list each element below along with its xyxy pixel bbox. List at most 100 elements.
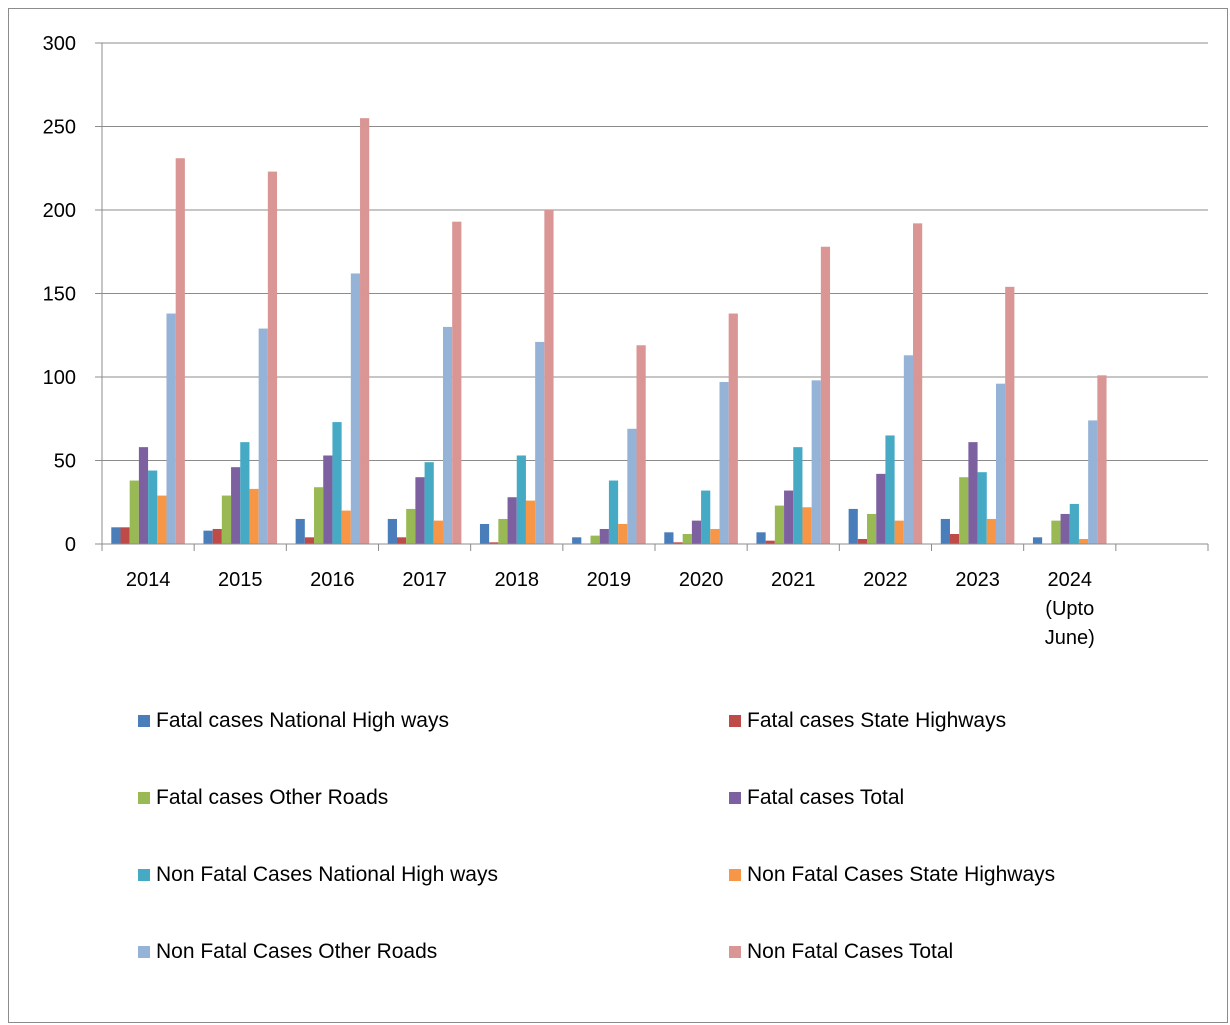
- bar: [774, 505, 785, 544]
- bar: [507, 497, 517, 544]
- x-tick-label: 2014: [126, 569, 171, 591]
- bar: [323, 455, 333, 544]
- bar: [406, 508, 416, 544]
- bar: [479, 523, 490, 544]
- y-tick-label: 150: [43, 284, 76, 306]
- bar: [535, 341, 545, 544]
- bar: [498, 518, 508, 544]
- bar: [857, 538, 868, 544]
- bar: [212, 528, 222, 544]
- bar: [820, 246, 831, 545]
- bar: [784, 490, 794, 544]
- bar: [968, 442, 978, 544]
- y-tick-label: 0: [65, 534, 76, 556]
- bar: [525, 500, 536, 544]
- bar: [175, 158, 185, 545]
- x-tick-label: 2024: [1048, 569, 1093, 591]
- x-tick-label: (Upto: [1045, 598, 1094, 620]
- bar: [452, 221, 462, 544]
- bar: [258, 328, 268, 544]
- bar: [756, 532, 766, 544]
- bar: [682, 533, 692, 544]
- bar: [396, 537, 407, 544]
- bar: [885, 435, 895, 544]
- bar: [719, 382, 729, 544]
- bar: [1069, 503, 1079, 544]
- x-tick-label: June): [1045, 627, 1095, 649]
- bar: [728, 313, 738, 544]
- bar: [424, 462, 434, 544]
- bar: [157, 495, 167, 544]
- x-tick-label: 2023: [955, 569, 1000, 591]
- bar: [314, 487, 324, 544]
- bar: [986, 518, 996, 544]
- bar: [572, 537, 582, 544]
- bar: [111, 527, 121, 544]
- bar: [913, 223, 923, 545]
- bar: [120, 527, 130, 544]
- bar: [166, 313, 176, 544]
- bar: [148, 470, 158, 544]
- bar: [664, 532, 674, 544]
- bar: [415, 477, 425, 544]
- y-tick-label: 250: [43, 117, 76, 139]
- x-tick-label: 2022: [863, 569, 908, 591]
- bar: [618, 523, 628, 544]
- bar: [1060, 513, 1070, 544]
- y-tick-label: 300: [43, 33, 76, 55]
- bar: [129, 480, 139, 544]
- bar: [516, 455, 526, 544]
- bar: [627, 428, 637, 544]
- bar: [332, 422, 342, 544]
- bar: [240, 442, 250, 544]
- bar: [590, 535, 600, 544]
- bar: [793, 447, 803, 544]
- bar: [138, 447, 149, 544]
- y-tick-label: 50: [54, 451, 76, 473]
- bar: [710, 528, 720, 544]
- bar: [848, 508, 858, 544]
- bar: [608, 480, 619, 544]
- bar: [1097, 375, 1107, 544]
- bar: [977, 472, 987, 544]
- bar: [599, 528, 609, 544]
- x-tick-label: 2016: [310, 569, 355, 591]
- bar: [802, 507, 812, 544]
- x-tick-label: 2021: [771, 569, 816, 591]
- bar: [221, 495, 232, 544]
- bar: [304, 537, 315, 544]
- bar: [765, 540, 775, 544]
- bar: [903, 355, 914, 544]
- x-tick-label: 2020: [679, 569, 724, 591]
- x-tick-label: 2018: [495, 569, 540, 591]
- bar: [341, 510, 351, 544]
- bar: [267, 171, 278, 544]
- x-tick-label: 2015: [218, 569, 263, 591]
- bar: [673, 542, 683, 544]
- y-tick-label: 100: [43, 367, 76, 389]
- bar: [876, 473, 886, 544]
- bar: [1078, 538, 1089, 544]
- bar: [701, 490, 711, 544]
- x-tick-label: 2019: [587, 569, 632, 591]
- x-tick-label: 2017: [402, 569, 447, 591]
- bar: [544, 210, 554, 544]
- bar: [867, 513, 877, 544]
- bar: [811, 380, 821, 544]
- bar: [691, 520, 702, 544]
- bar: [940, 518, 950, 544]
- bar: [433, 520, 443, 544]
- bar: [636, 345, 646, 544]
- bar: [249, 488, 259, 544]
- y-tick-label: 200: [43, 200, 76, 222]
- bar: [387, 518, 397, 544]
- chart-frame: [8, 8, 1228, 1023]
- bar: [1032, 537, 1043, 544]
- bar: [231, 467, 241, 544]
- bar: [995, 383, 1006, 544]
- bar: [1051, 520, 1061, 544]
- bar: [1088, 420, 1098, 544]
- bar: [949, 533, 960, 544]
- bar: [894, 520, 904, 544]
